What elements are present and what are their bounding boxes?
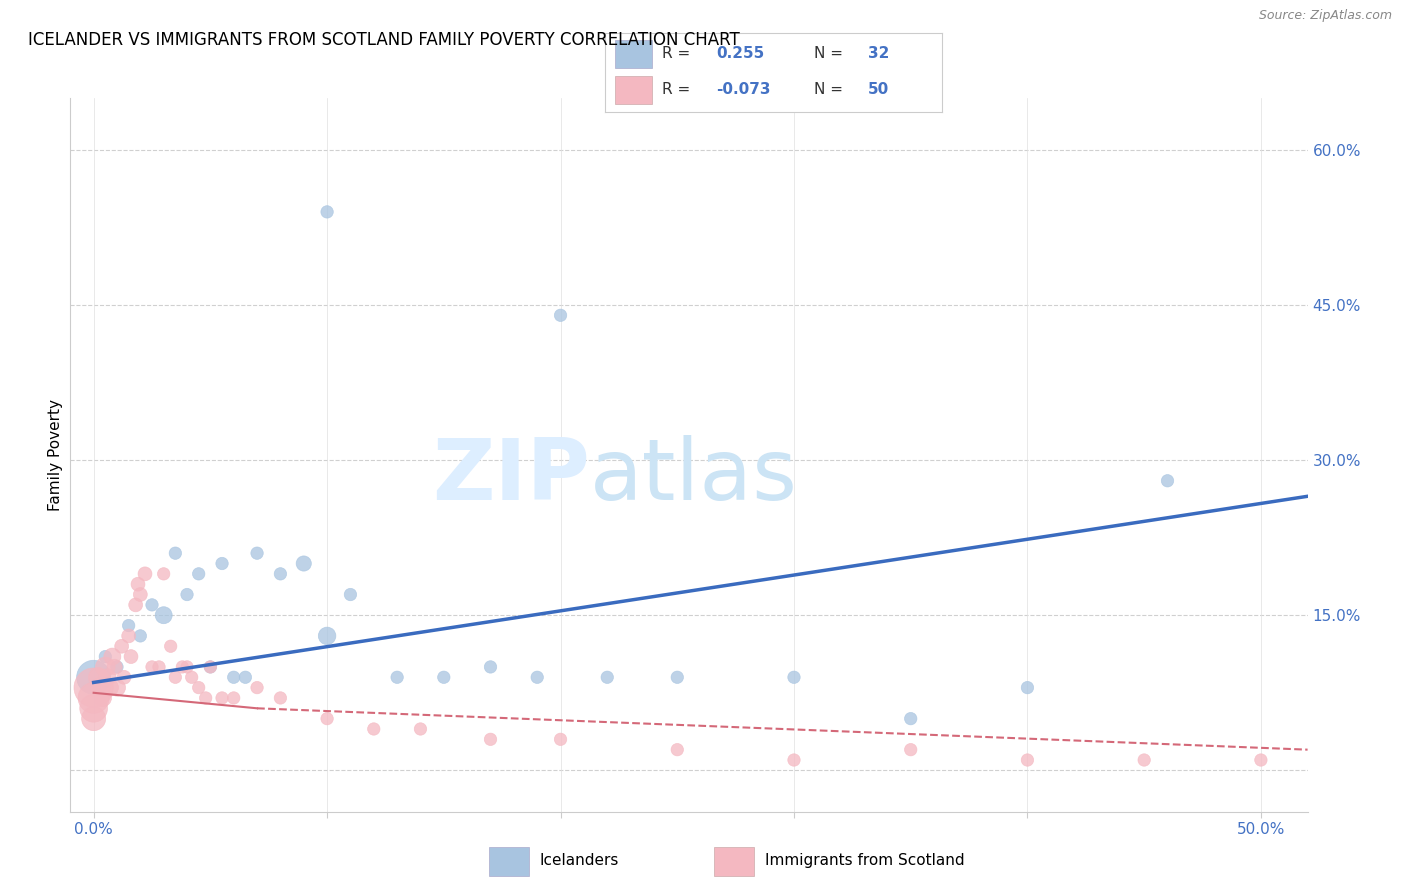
Point bbox=[222, 670, 245, 684]
Point bbox=[97, 670, 120, 684]
Point bbox=[104, 660, 127, 674]
Point bbox=[550, 308, 572, 322]
Point bbox=[1017, 753, 1039, 767]
Text: 32: 32 bbox=[868, 46, 889, 62]
Point bbox=[83, 712, 105, 726]
Point bbox=[118, 618, 141, 632]
Point bbox=[98, 681, 121, 695]
Point bbox=[666, 670, 689, 684]
Point bbox=[124, 598, 146, 612]
Point bbox=[90, 681, 112, 695]
Point bbox=[194, 690, 217, 705]
Point bbox=[1133, 753, 1156, 767]
Point bbox=[91, 690, 114, 705]
Point bbox=[783, 670, 806, 684]
Point bbox=[187, 681, 209, 695]
Point bbox=[900, 742, 922, 756]
Point bbox=[235, 670, 257, 684]
Point bbox=[105, 660, 128, 674]
Y-axis label: Family Poverty: Family Poverty bbox=[48, 399, 63, 511]
Point bbox=[900, 712, 922, 726]
Point bbox=[433, 670, 456, 684]
Point bbox=[246, 681, 269, 695]
Point bbox=[246, 546, 269, 560]
Point bbox=[165, 670, 187, 684]
Bar bbox=[714, 847, 754, 876]
Point bbox=[211, 690, 233, 705]
Point bbox=[148, 660, 170, 674]
Point bbox=[1017, 681, 1039, 695]
Point bbox=[479, 732, 502, 747]
Point bbox=[165, 546, 187, 560]
Point bbox=[339, 588, 361, 602]
Point bbox=[176, 660, 198, 674]
Point bbox=[180, 670, 202, 684]
Text: ZIP: ZIP bbox=[432, 434, 591, 518]
Point bbox=[409, 722, 432, 736]
Point bbox=[269, 566, 291, 581]
Point bbox=[83, 670, 105, 684]
Point bbox=[134, 566, 156, 581]
Point bbox=[83, 701, 105, 715]
Point bbox=[105, 681, 128, 695]
Point bbox=[94, 649, 117, 664]
Text: 50: 50 bbox=[868, 82, 889, 97]
Point bbox=[112, 670, 135, 684]
Text: Source: ZipAtlas.com: Source: ZipAtlas.com bbox=[1258, 9, 1392, 22]
Point bbox=[172, 660, 194, 674]
Point bbox=[211, 557, 233, 571]
Point bbox=[187, 566, 209, 581]
Point bbox=[385, 670, 408, 684]
Text: N =: N = bbox=[814, 82, 842, 97]
Text: -0.073: -0.073 bbox=[716, 82, 770, 97]
Bar bbox=[489, 847, 529, 876]
Point bbox=[129, 629, 152, 643]
Point bbox=[94, 660, 117, 674]
Text: Immigrants from Scotland: Immigrants from Scotland bbox=[765, 854, 965, 868]
Point bbox=[316, 629, 339, 643]
Point bbox=[1250, 753, 1272, 767]
Point bbox=[118, 629, 141, 643]
Point bbox=[101, 649, 124, 664]
Point bbox=[141, 660, 163, 674]
Point bbox=[222, 690, 245, 705]
Point bbox=[129, 588, 152, 602]
Point bbox=[152, 566, 174, 581]
Point bbox=[87, 670, 110, 684]
Point bbox=[152, 608, 174, 623]
Point bbox=[83, 690, 105, 705]
Point bbox=[783, 753, 806, 767]
Point bbox=[316, 712, 339, 726]
Text: N =: N = bbox=[814, 46, 842, 62]
Text: R =: R = bbox=[662, 46, 690, 62]
Point bbox=[479, 660, 502, 674]
Text: Icelanders: Icelanders bbox=[540, 854, 619, 868]
Point bbox=[550, 732, 572, 747]
Point bbox=[316, 205, 339, 219]
Point bbox=[200, 660, 222, 674]
Point bbox=[83, 681, 105, 695]
Point bbox=[363, 722, 385, 736]
Point bbox=[120, 649, 142, 664]
Point bbox=[269, 690, 291, 705]
Point bbox=[666, 742, 689, 756]
Bar bbox=[614, 76, 652, 103]
Point bbox=[141, 598, 163, 612]
Point bbox=[292, 557, 315, 571]
Text: 0.255: 0.255 bbox=[716, 46, 765, 62]
Text: R =: R = bbox=[662, 82, 690, 97]
Text: atlas: atlas bbox=[591, 434, 799, 518]
Point bbox=[526, 670, 548, 684]
Point bbox=[1156, 474, 1178, 488]
Point bbox=[200, 660, 222, 674]
Point bbox=[159, 639, 181, 653]
Point bbox=[596, 670, 619, 684]
Point bbox=[111, 639, 134, 653]
Point bbox=[176, 588, 198, 602]
Text: ICELANDER VS IMMIGRANTS FROM SCOTLAND FAMILY POVERTY CORRELATION CHART: ICELANDER VS IMMIGRANTS FROM SCOTLAND FA… bbox=[28, 31, 740, 49]
Point bbox=[127, 577, 149, 591]
Bar bbox=[614, 40, 652, 68]
